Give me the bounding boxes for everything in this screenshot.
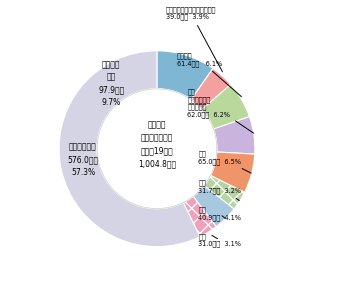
Text: 鉄鋼
31.0兆円  3.1%: 鉄鋼 31.0兆円 3.1% bbox=[198, 233, 241, 247]
Text: 建設
（除電気通信
施設建設）
62.0兆円  6.2%: 建設 （除電気通信 施設建設） 62.0兆円 6.2% bbox=[187, 88, 254, 133]
Wedge shape bbox=[193, 186, 234, 227]
Text: 電気機械（除情報通信機器）
39.0兆円  3.9%: 電気機械（除情報通信機器） 39.0兆円 3.9% bbox=[166, 6, 222, 72]
Wedge shape bbox=[210, 152, 255, 192]
Text: 運輸
40.9兆円  4.1%: 運輸 40.9兆円 4.1% bbox=[198, 207, 241, 221]
Circle shape bbox=[97, 89, 217, 208]
Text: 全産業の
名目国内生産額
（平成19年）
1,004.8兆円: 全産業の 名目国内生産額 （平成19年） 1,004.8兆円 bbox=[138, 120, 176, 169]
Wedge shape bbox=[191, 68, 231, 110]
Text: 情報通信
産業
97.9兆円
9.7%: 情報通信 産業 97.9兆円 9.7% bbox=[98, 60, 124, 107]
Text: 輸送機械
61.4兆円   6.1%: 輸送機械 61.4兆円 6.1% bbox=[176, 52, 241, 97]
Text: 小売
31.7兆円  3.2%: 小売 31.7兆円 3.2% bbox=[198, 180, 241, 201]
Wedge shape bbox=[202, 84, 250, 129]
Wedge shape bbox=[214, 117, 255, 154]
Text: その他の産業
576.0兆円
57.3%: その他の産業 576.0兆円 57.3% bbox=[67, 142, 99, 177]
Text: 卸売
65.0兆円  6.5%: 卸売 65.0兆円 6.5% bbox=[198, 150, 251, 173]
Wedge shape bbox=[157, 51, 213, 100]
Wedge shape bbox=[183, 196, 216, 237]
Wedge shape bbox=[204, 175, 244, 209]
Wedge shape bbox=[59, 51, 200, 247]
